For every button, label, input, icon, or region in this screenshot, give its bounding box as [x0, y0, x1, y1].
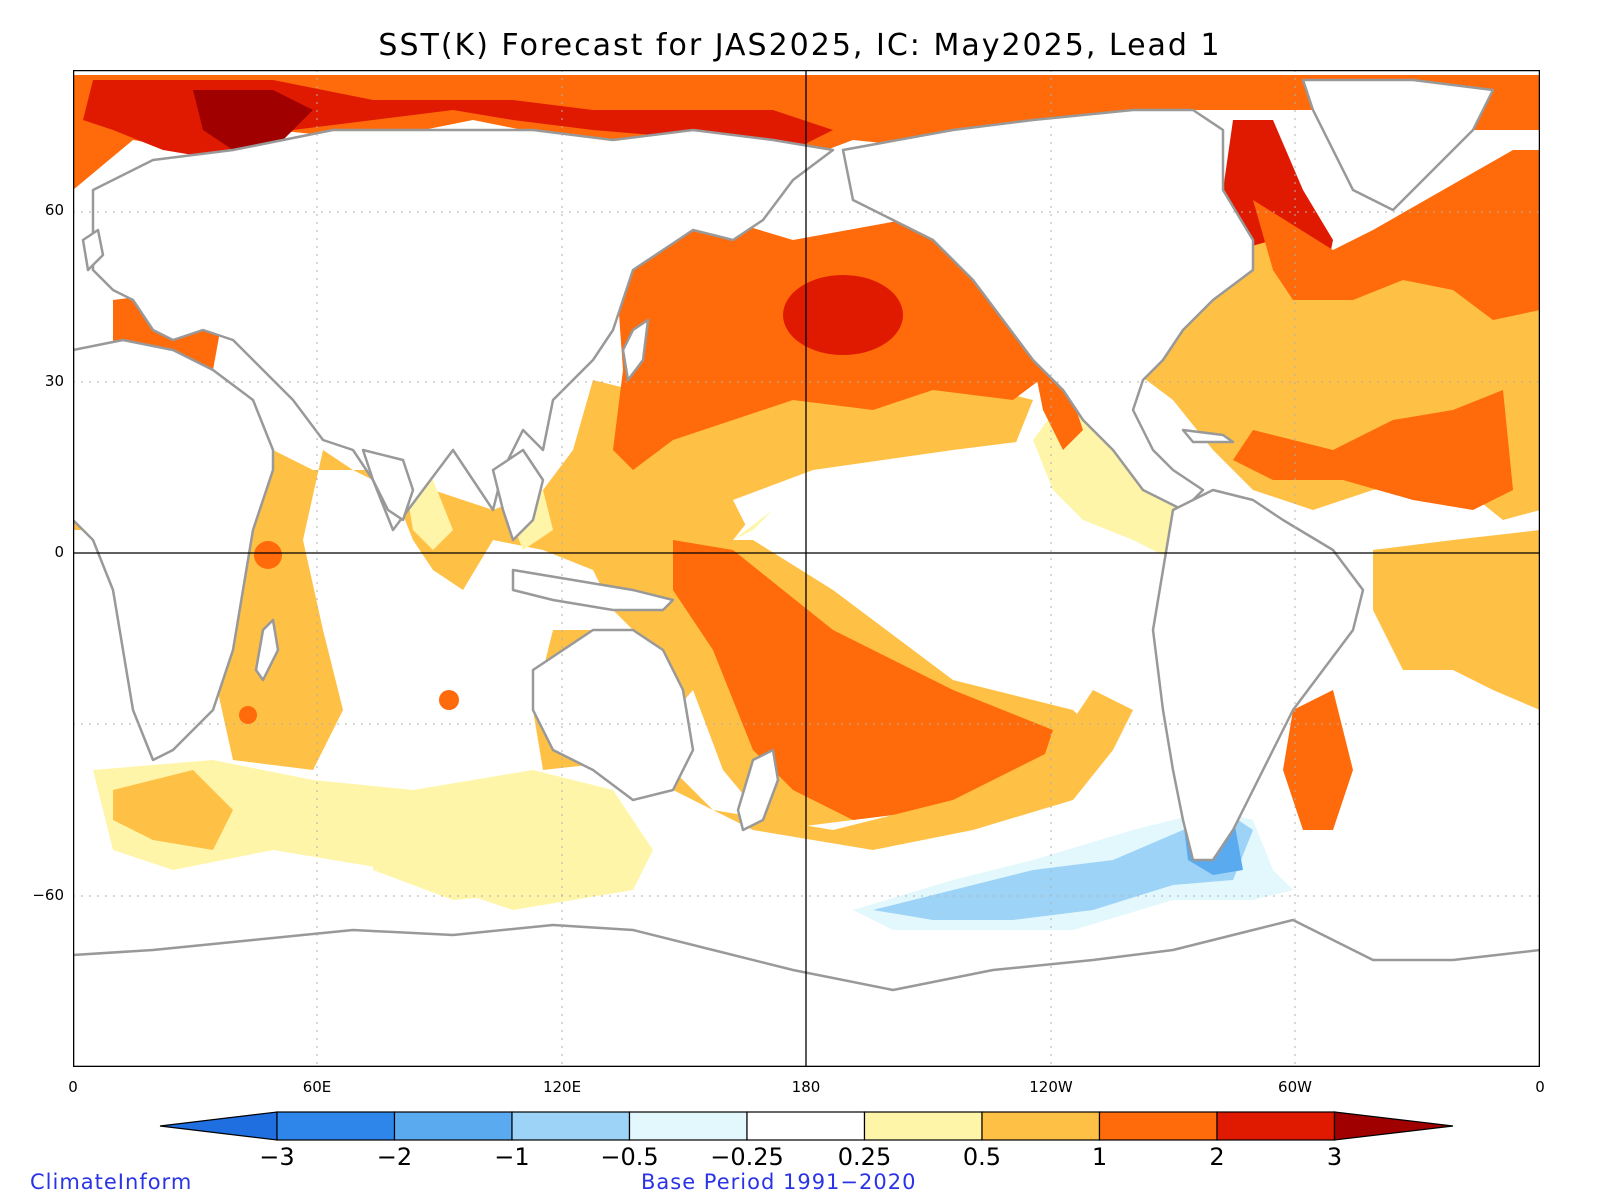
credit-left: ClimateInform: [30, 1170, 193, 1194]
land-new-zealand: [736, 748, 780, 832]
shade-south-pacific-light: [633, 690, 1133, 850]
shade-baja-warm: [1033, 360, 1083, 450]
anomaly-shading: [73, 75, 1540, 930]
shade-brazil-current: [1283, 690, 1353, 830]
lon-tick-120w: 120W: [1029, 1078, 1073, 1096]
shade-southern-indian-pale: [373, 820, 593, 900]
shade-arctic-barents: [193, 90, 313, 150]
shade-north-atlantic-warm: [1233, 390, 1513, 510]
shade-indian-ocean-warm-spot: [439, 690, 459, 710]
colorbar-box: [981, 1111, 1101, 1141]
land-cuba: [1181, 428, 1235, 444]
map-canvas: [73, 70, 1540, 1067]
land-indonesia: [511, 568, 675, 612]
colorbar-tick-label: 0.25: [837, 1143, 892, 1171]
colorbar-tick-label: −3: [259, 1143, 295, 1171]
lat-tick-30: 30: [44, 372, 64, 390]
map-border: [73, 70, 1540, 1067]
land-southeast-asia: [491, 448, 545, 542]
colorbar: [159, 1111, 1454, 1141]
colorbar-tick-label: −0.25: [710, 1143, 784, 1171]
land-greenland: [1301, 78, 1495, 212]
lon-tick-0-right: 0: [1535, 1078, 1545, 1096]
lat-tick-minus60: −60: [32, 886, 64, 904]
lon-tick-60w: 60W: [1278, 1078, 1312, 1096]
shade-southern-ocean-orange: [113, 770, 233, 850]
colorbar-box: [746, 1111, 866, 1141]
shade-east-pacific-pale: [1033, 400, 1213, 560]
land-japan: [621, 318, 650, 382]
land-india: [361, 448, 415, 522]
shade-subpolar-atlantic: [1253, 150, 1540, 320]
colorbar-arrow-low: [159, 1111, 278, 1141]
land-british-isles: [81, 228, 105, 272]
colorbar-box: [1216, 1111, 1336, 1141]
land-eurasia: [91, 128, 835, 532]
lon-tick-120e: 120E: [542, 1078, 582, 1096]
colorbar-box: [393, 1111, 513, 1141]
colorbar-box: [628, 1111, 748, 1141]
colorbar-box: [863, 1111, 983, 1141]
land-madagascar: [254, 618, 280, 682]
colorbar-tick-label: 0.5: [962, 1143, 1002, 1171]
credit-base-period: Base Period 1991−2020: [641, 1170, 917, 1194]
colorbar-arrow-high: [1333, 1111, 1454, 1141]
land-australia: [531, 628, 695, 802]
shade-agulhas-warm-spot: [239, 706, 257, 724]
shade-north-pacific-warm-core: [783, 275, 903, 355]
lon-tick-60e: 60E: [302, 1078, 332, 1096]
shade-south-pacific: [673, 540, 1053, 820]
lat-tick-60: 60: [44, 201, 64, 219]
colorbar-tick-label: 3: [1326, 1143, 1343, 1171]
lat-tick-0: 0: [54, 543, 64, 561]
land-africa: [73, 338, 275, 762]
colorbar-box: [276, 1111, 396, 1141]
lon-tick-180: 180: [791, 1078, 821, 1096]
chart-title: SST(K) Forecast for JAS2025, IC: May2025…: [378, 28, 1222, 63]
colorbar-tick-label: 1: [1091, 1143, 1108, 1171]
lon-tick-0-left: 0: [68, 1078, 78, 1096]
shade-southeast-pacific-cool: [873, 810, 1253, 920]
land-south-america: [1151, 488, 1365, 862]
colorbar-box: [511, 1111, 631, 1141]
sst-anomaly-map: [73, 70, 1540, 1067]
land-north-america: [841, 108, 1255, 512]
colorbar-tick-label: −0.5: [600, 1143, 659, 1171]
colorbar-tick-label: −1: [494, 1143, 530, 1171]
shade-mozambique-warm-spot: [254, 541, 282, 569]
shade-south-atlantic: [1373, 530, 1540, 710]
colorbar-box: [1098, 1111, 1218, 1141]
colorbar-tick-label: 2: [1209, 1143, 1225, 1171]
colorbar-tick-label: −2: [376, 1143, 413, 1171]
shade-equatorial-pacific-neutral: [733, 440, 1193, 670]
